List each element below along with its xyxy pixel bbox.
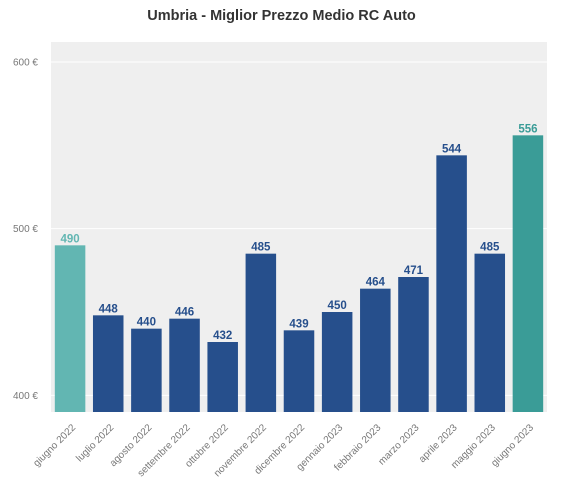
bar — [398, 277, 429, 412]
bar — [207, 342, 238, 412]
bar — [54, 245, 86, 412]
bar — [474, 253, 506, 412]
x-tick-label: giugno 2022 — [31, 422, 78, 469]
bar — [360, 288, 391, 412]
chart-title: Umbria - Miglior Prezzo Medio RC Auto — [147, 8, 416, 24]
bar-value-label: 448 — [99, 303, 119, 315]
bar-value-label: 464 — [366, 277, 386, 289]
bar-value-label: 556 — [518, 123, 537, 135]
y-axis-ticks: 400 € 500 € 600 € — [13, 58, 38, 402]
bar — [512, 135, 544, 413]
bar-value-label: 544 — [442, 143, 462, 155]
bar-value-label: 446 — [175, 307, 194, 319]
data-labels: 490 448 440 446 432 485 439 450 464 471 544 485 556 — [60, 123, 537, 342]
bar-value-label: 485 — [251, 242, 271, 254]
bar — [92, 315, 124, 412]
y-tick-label: 400 € — [13, 391, 38, 402]
bar-value-label: 490 — [60, 233, 79, 245]
bar-value-label: 471 — [404, 265, 424, 277]
bar — [131, 328, 162, 412]
bar-value-label: 440 — [137, 317, 156, 329]
y-tick-label: 500 € — [13, 224, 38, 235]
bar — [283, 330, 315, 412]
bar — [436, 155, 467, 413]
y-tick-label: 600 € — [13, 58, 38, 69]
bar-value-label: 485 — [480, 242, 500, 254]
bar — [321, 312, 353, 412]
bar-value-label: 450 — [328, 300, 347, 312]
x-tick-label: marzo 2023 — [376, 422, 421, 467]
bar — [245, 253, 277, 412]
bar-value-label: 439 — [289, 318, 308, 330]
bars — [54, 135, 544, 413]
bar — [169, 318, 200, 412]
bar-value-label: 432 — [213, 330, 232, 342]
